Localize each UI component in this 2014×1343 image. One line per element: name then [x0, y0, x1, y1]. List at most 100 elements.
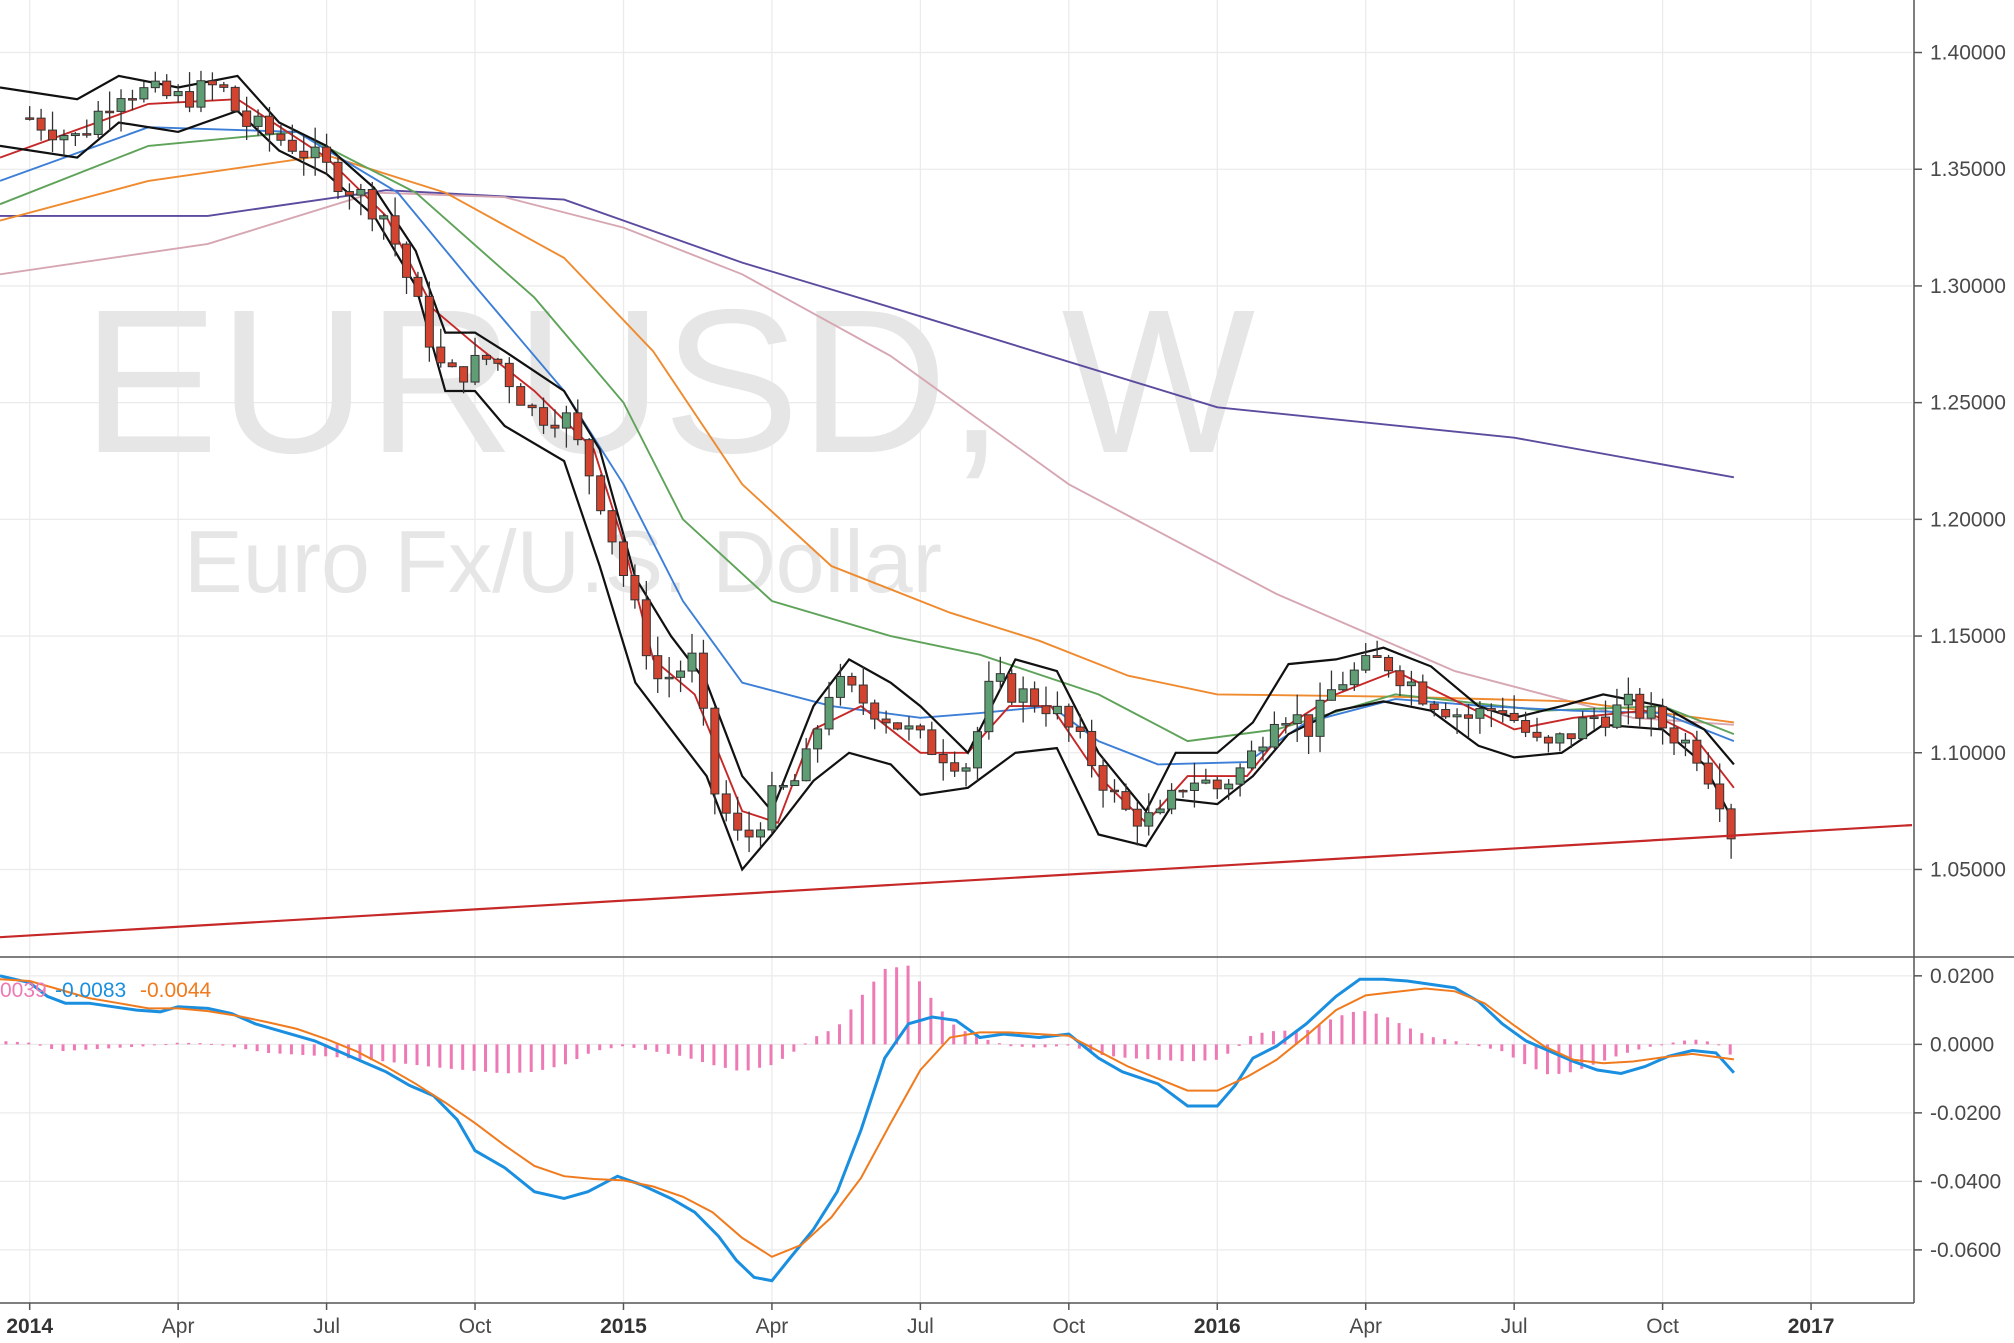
macd-histogram-bar[interactable] — [221, 1044, 225, 1046]
candle-body[interactable] — [1680, 739, 1690, 744]
candle-body[interactable] — [1646, 706, 1656, 719]
macd-histogram-bar[interactable] — [1363, 1011, 1367, 1045]
candle-body[interactable] — [436, 346, 446, 364]
macd-histogram-bar[interactable] — [118, 1044, 122, 1048]
macd-histogram-bar[interactable] — [1123, 1044, 1127, 1058]
macd-histogram-bar[interactable] — [552, 1044, 556, 1068]
candle-body[interactable] — [1578, 717, 1588, 740]
candle-body[interactable] — [1212, 779, 1222, 790]
candle-body[interactable] — [390, 215, 400, 245]
macd-histogram-bar[interactable] — [404, 1044, 408, 1064]
candle-body[interactable] — [1189, 782, 1199, 791]
macd-histogram-bar[interactable] — [1546, 1044, 1550, 1075]
candle-body[interactable] — [1144, 812, 1154, 827]
macd-histogram-bar[interactable] — [689, 1044, 693, 1059]
macd-plot[interactable] — [0, 965, 1736, 1283]
support-trendline[interactable] — [0, 824, 1913, 939]
macd-histogram-bar[interactable] — [1112, 1044, 1116, 1057]
candle-body[interactable] — [527, 404, 537, 409]
macd-histogram-bar[interactable] — [1077, 1044, 1081, 1049]
candle-body[interactable] — [1441, 709, 1451, 718]
candle-body[interactable] — [219, 84, 229, 88]
macd-histogram-bar[interactable] — [1032, 1044, 1036, 1048]
candle-body[interactable] — [1292, 714, 1302, 725]
candle-body[interactable] — [676, 670, 686, 678]
macd-histogram-bar[interactable] — [655, 1044, 659, 1052]
macd-histogram-bar[interactable] — [1580, 1044, 1584, 1069]
macd-histogram-bar[interactable] — [1146, 1044, 1150, 1060]
moving-average-line[interactable] — [0, 191, 1734, 726]
candle-body[interactable] — [1372, 655, 1382, 658]
macd-histogram-bar[interactable] — [1169, 1044, 1173, 1061]
candle-body[interactable] — [870, 702, 880, 720]
candle-body[interactable] — [550, 424, 560, 429]
candle-body[interactable] — [1281, 723, 1291, 726]
macd-histogram-bar[interactable] — [952, 1024, 956, 1045]
candle-body[interactable] — [881, 718, 891, 724]
candle-body[interactable] — [664, 676, 674, 680]
candle-body[interactable] — [82, 133, 92, 136]
candle-body[interactable] — [539, 407, 549, 426]
macd-histogram-bar[interactable] — [1637, 1044, 1641, 1050]
candle-body[interactable] — [127, 98, 137, 101]
candle-body[interactable] — [733, 812, 743, 831]
macd-histogram-bar[interactable] — [4, 1041, 8, 1045]
candle-body[interactable] — [1109, 789, 1119, 793]
candle-body[interactable] — [447, 362, 457, 368]
macd-histogram-bar[interactable] — [1294, 1030, 1298, 1045]
candle-body[interactable] — [253, 115, 263, 127]
candle-body[interactable] — [1121, 791, 1131, 810]
price-plot[interactable] — [0, 70, 1913, 939]
macd-histogram-bar[interactable] — [255, 1044, 259, 1052]
candle-body[interactable] — [105, 110, 115, 114]
macd-histogram-bar[interactable] — [1386, 1017, 1390, 1045]
candle-body[interactable] — [1486, 708, 1496, 712]
macd-histogram-bar[interactable] — [130, 1044, 134, 1048]
candle-body[interactable] — [1018, 688, 1028, 703]
macd-histogram-bar[interactable] — [678, 1044, 682, 1056]
macd-histogram-bar[interactable] — [312, 1044, 316, 1056]
macd-histogram-bar[interactable] — [1203, 1044, 1207, 1061]
macd-histogram-bar[interactable] — [141, 1044, 145, 1047]
candle-body[interactable] — [653, 655, 663, 680]
candle-body[interactable] — [139, 87, 149, 100]
candle-body[interactable] — [173, 91, 183, 97]
candle-body[interactable] — [322, 146, 332, 163]
macd-histogram-bar[interactable] — [358, 1044, 362, 1060]
candle-body[interactable] — [1349, 669, 1359, 686]
candle-body[interactable] — [504, 362, 514, 388]
macd-histogram-bar[interactable] — [61, 1044, 65, 1051]
candle-body[interactable] — [584, 439, 594, 477]
macd-histogram-bar[interactable] — [1728, 1044, 1732, 1055]
macd-histogram-bar[interactable] — [529, 1044, 533, 1072]
macd-histogram-bar[interactable] — [849, 1009, 853, 1045]
candle-body[interactable] — [790, 780, 800, 787]
candle-body[interactable] — [493, 358, 503, 364]
candle-body[interactable] — [984, 680, 994, 733]
macd-histogram-bar[interactable] — [541, 1044, 545, 1070]
macd-histogram-bar[interactable] — [1249, 1036, 1253, 1045]
macd-histogram-bar[interactable] — [289, 1044, 293, 1055]
macd-histogram-bar[interactable] — [438, 1044, 442, 1068]
candle-body[interactable] — [858, 684, 868, 704]
macd-histogram-bar[interactable] — [84, 1044, 88, 1050]
candle-body[interactable] — [413, 276, 423, 297]
macd-histogram-bar[interactable] — [895, 967, 899, 1045]
macd-histogram-bar[interactable] — [792, 1044, 796, 1052]
candle-body[interactable] — [116, 98, 126, 112]
macd-histogram-bar[interactable] — [518, 1044, 522, 1073]
macd-signal-line[interactable] — [0, 978, 1735, 1258]
candle-body[interactable] — [1715, 783, 1725, 810]
candle-body[interactable] — [150, 80, 160, 89]
macd-histogram-bar[interactable] — [586, 1044, 590, 1054]
candle-body[interactable] — [778, 785, 788, 788]
macd-histogram-bar[interactable] — [1306, 1030, 1310, 1045]
macd-histogram-bar[interactable] — [917, 981, 921, 1045]
candle-body[interactable] — [1635, 693, 1645, 719]
candle-body[interactable] — [310, 146, 320, 159]
macd-histogram-bar[interactable] — [883, 968, 887, 1045]
candle-body[interactable] — [721, 793, 731, 814]
candle-body[interactable] — [344, 191, 354, 196]
macd-histogram-bar[interactable] — [1100, 1044, 1104, 1056]
macd-histogram-bar[interactable] — [278, 1044, 282, 1054]
